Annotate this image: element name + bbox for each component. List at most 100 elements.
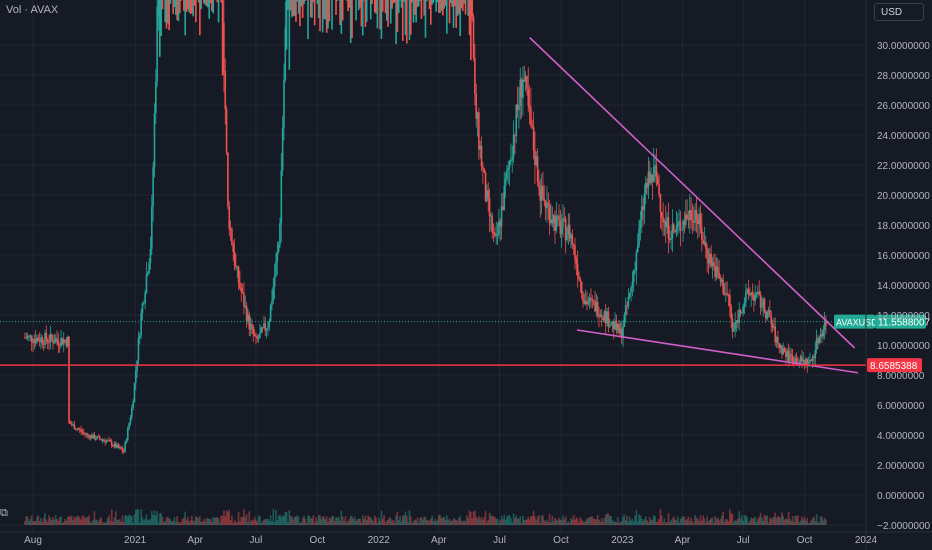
candle-body bbox=[84, 432, 86, 435]
volume-bar bbox=[269, 515, 272, 525]
volume-bar bbox=[526, 519, 528, 525]
volume-bar bbox=[301, 517, 304, 525]
volume-bar bbox=[130, 516, 133, 525]
candle-body bbox=[786, 350, 789, 358]
candle-body bbox=[614, 320, 616, 330]
volume-bar bbox=[227, 512, 229, 525]
volume-bar bbox=[687, 516, 690, 525]
volume-bar bbox=[548, 514, 551, 525]
candle-body bbox=[324, 0, 327, 20]
volume-bar bbox=[650, 520, 652, 525]
volume-bar bbox=[564, 516, 567, 525]
candle-body bbox=[636, 245, 639, 253]
candle-body bbox=[599, 314, 602, 317]
volume-bar bbox=[368, 516, 371, 525]
volume-bar bbox=[566, 522, 568, 525]
volume-bar bbox=[634, 516, 636, 525]
candle-body bbox=[821, 333, 823, 337]
volume-bar bbox=[688, 521, 691, 525]
volume-bar bbox=[750, 517, 752, 525]
volume-bar bbox=[108, 515, 110, 525]
candle-body bbox=[28, 335, 30, 337]
candle-body bbox=[440, 0, 443, 11]
candle-body bbox=[392, 0, 395, 4]
volume-bar bbox=[586, 518, 588, 525]
volume-bar bbox=[360, 522, 363, 525]
candle-body bbox=[400, 0, 403, 8]
volume-bar bbox=[340, 510, 343, 525]
candle-body bbox=[540, 185, 543, 201]
volume-bar bbox=[420, 517, 423, 525]
candle-body bbox=[706, 248, 708, 259]
candle-body bbox=[662, 217, 664, 223]
volume-bar bbox=[201, 521, 204, 525]
volume-bar bbox=[144, 518, 146, 525]
candle-body bbox=[743, 302, 746, 307]
volume-bar bbox=[735, 520, 738, 525]
volume-bar bbox=[801, 516, 803, 525]
tradingview-logo-icon[interactable]: ⧉ bbox=[0, 506, 8, 519]
volume-bar bbox=[45, 519, 48, 525]
candle-body bbox=[183, 0, 185, 11]
volume-bar bbox=[151, 511, 153, 525]
support-price-label: 8.6585388 bbox=[870, 361, 918, 372]
candle-body bbox=[630, 287, 632, 293]
candle-body bbox=[265, 328, 268, 331]
y-tick-label: 2.0000000 bbox=[877, 461, 925, 472]
candle-body bbox=[381, 0, 384, 12]
candle-body bbox=[480, 146, 483, 167]
candle-body bbox=[799, 356, 802, 363]
volume-bar bbox=[116, 520, 118, 525]
volume-bar bbox=[775, 518, 778, 525]
candle-body bbox=[499, 220, 502, 227]
volume-bar bbox=[168, 518, 170, 525]
candle-body bbox=[66, 336, 69, 347]
volume-bar bbox=[599, 521, 602, 525]
candle-body bbox=[189, 0, 192, 14]
volume-bar bbox=[195, 516, 197, 525]
volume-bar bbox=[331, 515, 333, 525]
volume-bar bbox=[317, 515, 320, 525]
volume-bar bbox=[686, 519, 688, 525]
volume-bar bbox=[373, 515, 376, 525]
candle-body bbox=[152, 167, 154, 207]
volume-bar bbox=[120, 521, 122, 525]
candle-body bbox=[543, 198, 546, 202]
indicator-legend[interactable]: Vol · AVAX bbox=[6, 4, 59, 16]
volume-bar bbox=[28, 521, 30, 525]
candle-body bbox=[486, 190, 488, 202]
candle-body bbox=[60, 337, 62, 347]
volume-bar bbox=[463, 520, 465, 525]
candle-body bbox=[695, 210, 698, 220]
volume-bar bbox=[447, 520, 449, 525]
volume-bar bbox=[351, 516, 353, 525]
volume-bar bbox=[823, 517, 826, 525]
volume-bar bbox=[52, 517, 54, 525]
candle-body bbox=[197, 0, 200, 3]
volume-bar bbox=[797, 515, 799, 525]
volume-bar bbox=[408, 510, 411, 525]
candle-body bbox=[401, 0, 404, 41]
volume-bar bbox=[141, 517, 144, 525]
volume-bar bbox=[32, 521, 34, 525]
candle-body bbox=[253, 334, 256, 336]
volume-bar bbox=[311, 518, 313, 525]
candle-body bbox=[479, 146, 482, 150]
x-tick-label: 2023 bbox=[611, 535, 634, 546]
candle-body bbox=[652, 166, 655, 182]
volume-bar bbox=[769, 517, 771, 525]
volume-bar bbox=[126, 516, 129, 525]
volume-bar bbox=[462, 521, 464, 525]
candle-body bbox=[714, 265, 716, 278]
volume-bar bbox=[73, 516, 76, 525]
currency-button[interactable]: USD bbox=[874, 3, 924, 21]
volume-bar bbox=[483, 517, 486, 525]
candle-body bbox=[241, 291, 244, 293]
candle-body bbox=[312, 0, 315, 3]
candle-body bbox=[180, 0, 182, 1]
candle-body bbox=[82, 432, 85, 434]
candle-body bbox=[384, 0, 387, 14]
volume-bar bbox=[403, 515, 405, 525]
